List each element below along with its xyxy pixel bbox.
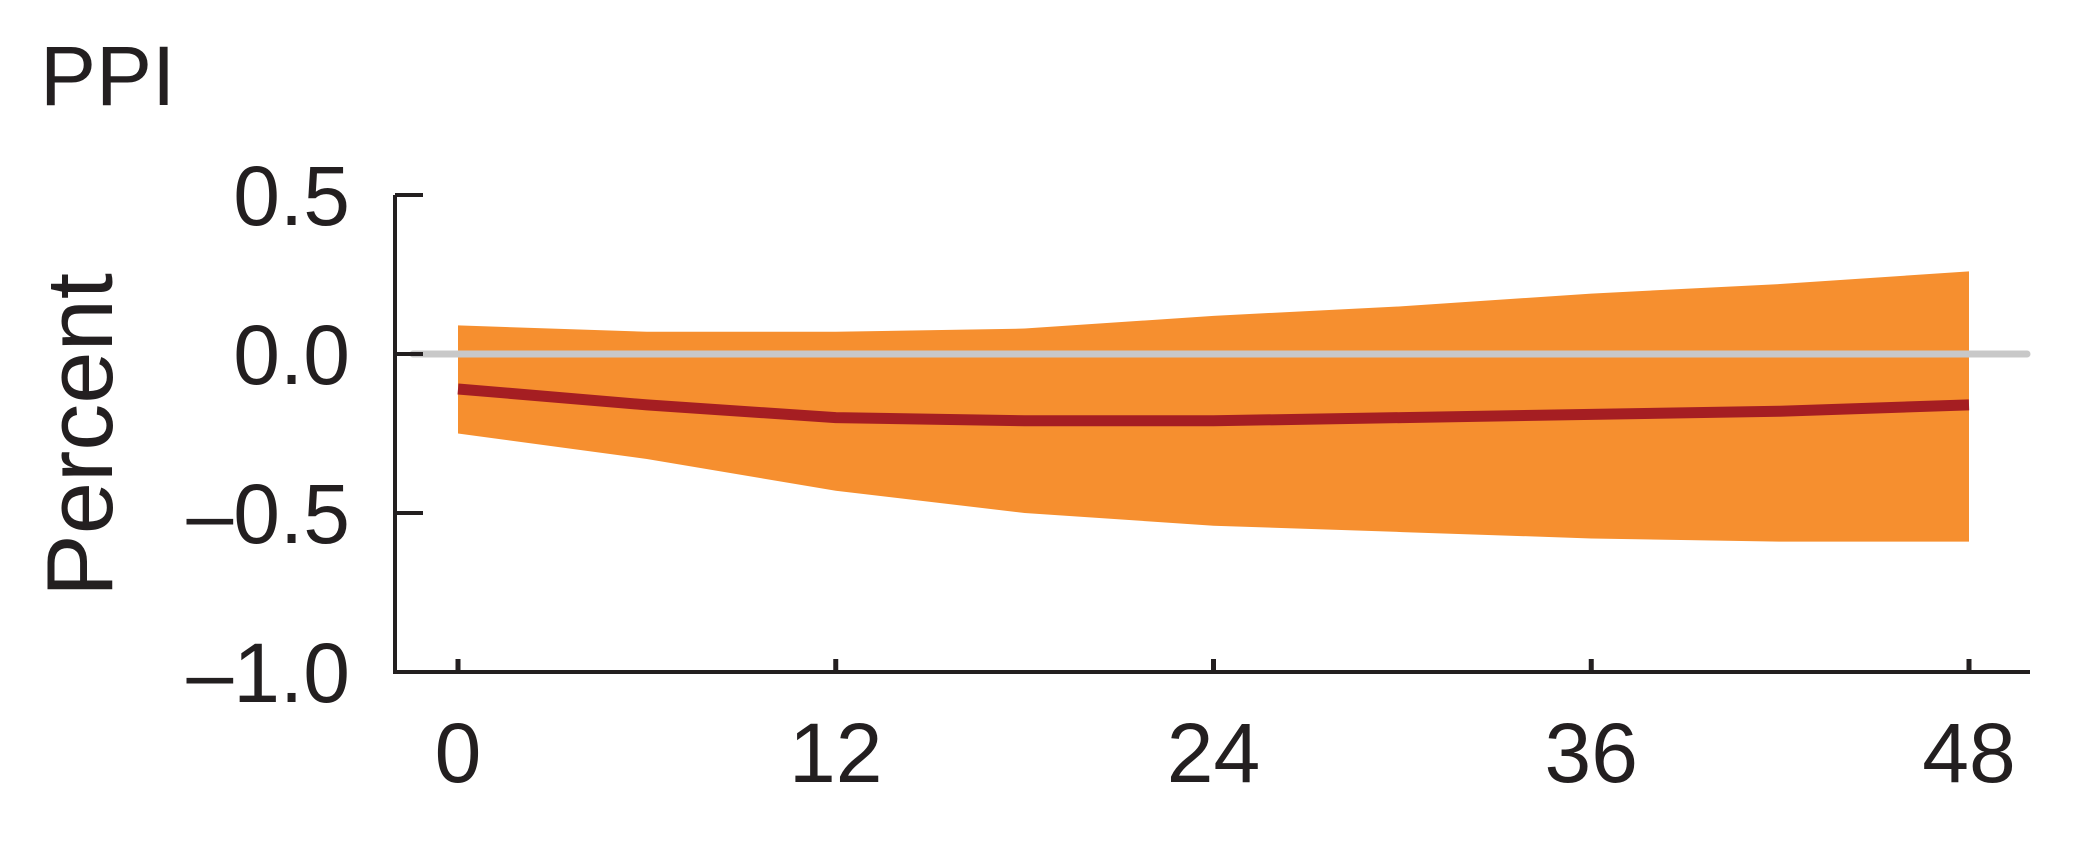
plot-area: 0.5 0.0 –0.5 –1.0 0 12 24 36 48: [187, 149, 2031, 800]
x-tick-label: 24: [1167, 706, 1260, 800]
confidence-band: [458, 271, 1969, 542]
x-tick-label: 12: [789, 706, 882, 800]
x-tick-label: 0: [435, 706, 482, 800]
y-tick-label: 0.5: [233, 149, 350, 243]
y-tick-label: –1.0: [187, 626, 351, 720]
y-tick-label: –0.5: [187, 467, 351, 561]
y-axis-label: Percent: [27, 273, 132, 597]
y-tick-label: 0.0: [233, 308, 350, 402]
x-tick-label: 48: [1922, 706, 2015, 800]
x-tick-label: 36: [1545, 706, 1638, 800]
median-line: [457, 383, 1970, 427]
chart-title: PPI: [40, 29, 175, 123]
